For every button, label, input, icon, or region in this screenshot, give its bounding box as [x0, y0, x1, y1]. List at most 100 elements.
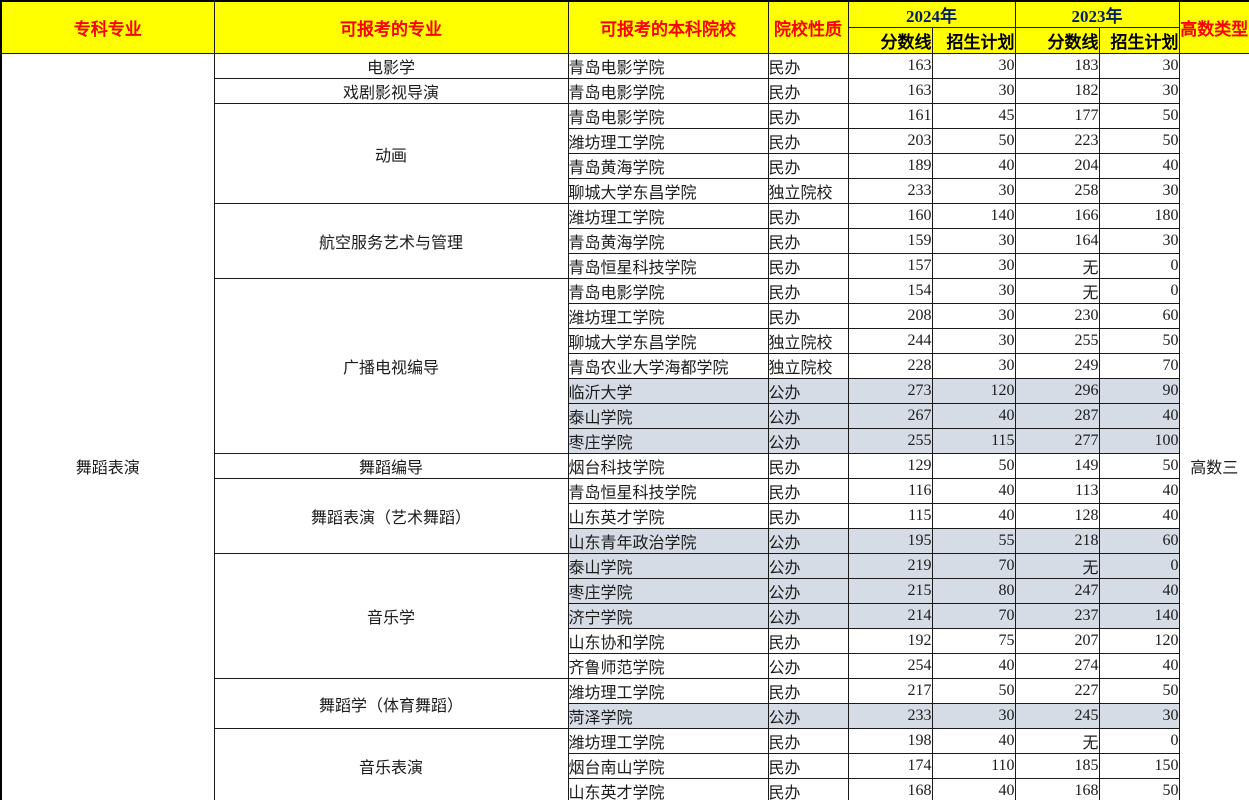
major-group-cell: 舞蹈编导 [213, 453, 569, 479]
nature-cell: 民办 [767, 78, 849, 104]
table-row: 枣庄学院 公办 215 80 247 40 [1, 578, 1249, 604]
nature-cell: 公办 [767, 403, 849, 429]
college-cell: 青岛电影学院 [567, 278, 769, 304]
table-row: 临沂大学 公办 273 120 296 90 [1, 378, 1249, 404]
table-row: 音乐学 泰山学院 公办 219 70 无 0 [1, 553, 1249, 679]
plan-2024-cell: 40 [931, 153, 1016, 179]
plan-2023-cell: 50 [1098, 128, 1180, 154]
score-2024-cell: 214 [847, 603, 933, 629]
score-2024-cell: 195 [847, 528, 933, 554]
college-cell: 潍坊理工学院 [567, 128, 769, 154]
nature-cell: 独立院校 [767, 353, 849, 379]
score-2023-cell: 227 [1014, 678, 1100, 704]
table-row: 枣庄学院 公办 255 115 277 100 [1, 428, 1249, 454]
nature-cell: 民办 [767, 628, 849, 654]
nature-cell: 公办 [767, 528, 849, 554]
score-2023-cell: 258 [1014, 178, 1100, 204]
plan-2024-cell: 50 [931, 128, 1016, 154]
header-row-top: 专科专业 可报考的专业 可报考的本科院校 院校性质 2024年 2023年 高数… [0, 0, 1249, 54]
header-row-sub: 分数线 招生计划 分数线 招生计划 [1, 27, 1249, 54]
table-row: 音乐表演 潍坊理工学院 民办 198 40 无 0 [1, 728, 1249, 800]
nature-cell: 民办 [767, 253, 849, 279]
nature-cell: 民办 [767, 728, 849, 754]
score-2023-cell: 166 [1014, 203, 1100, 229]
header-year-2023: 2023年 [1014, 0, 1180, 28]
college-cell: 烟台南山学院 [567, 753, 769, 779]
college-cell: 青岛恒星科技学院 [567, 253, 769, 279]
score-2023-cell: 277 [1014, 428, 1100, 454]
plan-2023-cell: 70 [1098, 353, 1180, 379]
header-college: 可报考的本科院校 [567, 0, 769, 54]
nature-cell: 民办 [767, 303, 849, 329]
college-cell: 青岛农业大学海都学院 [567, 353, 769, 379]
college-cell: 山东英才学院 [567, 503, 769, 529]
plan-2024-cell: 30 [931, 278, 1016, 304]
score-2023-cell: 296 [1014, 378, 1100, 404]
nature-cell: 民办 [767, 478, 849, 504]
nature-cell: 民办 [767, 503, 849, 529]
plan-2024-cell: 30 [931, 228, 1016, 254]
plan-2023-cell: 40 [1098, 478, 1180, 504]
header-enroll-plan-2024: 招生计划 [931, 27, 1016, 54]
plan-2023-cell: 100 [1098, 428, 1180, 454]
score-2024-cell: 168 [847, 778, 933, 800]
college-cell: 山东青年政治学院 [567, 528, 769, 554]
score-2024-cell: 255 [847, 428, 933, 454]
table-row: 广播电视编导 青岛电影学院 民办 154 30 无 0 [1, 278, 1249, 454]
plan-2024-cell: 80 [931, 578, 1016, 604]
score-2023-cell: 185 [1014, 753, 1100, 779]
nature-cell: 独立院校 [767, 178, 849, 204]
score-2024-cell: 159 [847, 228, 933, 254]
college-cell: 潍坊理工学院 [567, 303, 769, 329]
score-2024-cell: 154 [847, 278, 933, 304]
header-enroll-plan-2023: 招生计划 [1098, 27, 1180, 54]
score-2023-cell: 128 [1014, 503, 1100, 529]
table-row: 山东青年政治学院 公办 195 55 218 60 [1, 528, 1249, 554]
score-2024-cell: 116 [847, 478, 933, 504]
plan-2024-cell: 45 [931, 103, 1016, 129]
major-group-cell: 舞蹈表演（艺术舞蹈） [213, 478, 569, 554]
score-2024-cell: 189 [847, 153, 933, 179]
plan-2023-cell: 40 [1098, 503, 1180, 529]
table-row: 舞蹈表演 电影学 青岛电影学院 民办 163 30 183 30 高数三 [0, 53, 1249, 800]
score-2024-cell: 157 [847, 253, 933, 279]
score-2023-cell: 274 [1014, 653, 1100, 679]
score-2024-cell: 174 [847, 753, 933, 779]
college-cell: 菏泽学院 [567, 703, 769, 729]
plan-2023-cell: 40 [1098, 578, 1180, 604]
score-2023-cell: 168 [1014, 778, 1100, 800]
plan-2024-cell: 40 [931, 503, 1016, 529]
score-2024-cell: 129 [847, 453, 933, 479]
score-2023-cell: 149 [1014, 453, 1100, 479]
score-2023-cell: 204 [1014, 153, 1100, 179]
table-row: 舞蹈学（体育舞蹈） 潍坊理工学院 民办 217 50 227 50 [1, 678, 1249, 729]
plan-2024-cell: 30 [931, 328, 1016, 354]
college-cell: 潍坊理工学院 [567, 728, 769, 754]
score-2023-cell: 230 [1014, 303, 1100, 329]
nature-cell: 公办 [767, 703, 849, 729]
plan-2023-cell: 50 [1098, 103, 1180, 129]
plan-2024-cell: 40 [931, 478, 1016, 504]
score-2023-cell: 177 [1014, 103, 1100, 129]
major-group-cell: 广播电视编导 [213, 278, 569, 454]
college-cell: 烟台科技学院 [567, 453, 769, 479]
score-2023-cell: 207 [1014, 628, 1100, 654]
college-cell: 青岛恒星科技学院 [567, 478, 769, 504]
plan-2023-cell: 30 [1098, 78, 1180, 104]
college-cell: 齐鲁师范学院 [567, 653, 769, 679]
score-2023-cell: 113 [1014, 478, 1100, 504]
score-2023-cell: 247 [1014, 578, 1100, 604]
header-year-2024: 2024年 [847, 0, 1016, 28]
header-math-type: 高数类型 [1178, 0, 1249, 54]
table-row: 动画 青岛电影学院 民办 161 45 177 50 [1, 103, 1249, 204]
score-2023-cell: 无 [1014, 278, 1100, 304]
table-row: 聊城大学东昌学院 独立院校 244 30 255 50 [1, 328, 1249, 354]
plan-2023-cell: 0 [1098, 728, 1180, 754]
plan-2023-cell: 30 [1098, 228, 1180, 254]
nature-cell: 民办 [767, 678, 849, 704]
college-cell: 青岛黄海学院 [567, 228, 769, 254]
college-cell: 聊城大学东昌学院 [567, 328, 769, 354]
college-cell: 山东英才学院 [567, 778, 769, 800]
